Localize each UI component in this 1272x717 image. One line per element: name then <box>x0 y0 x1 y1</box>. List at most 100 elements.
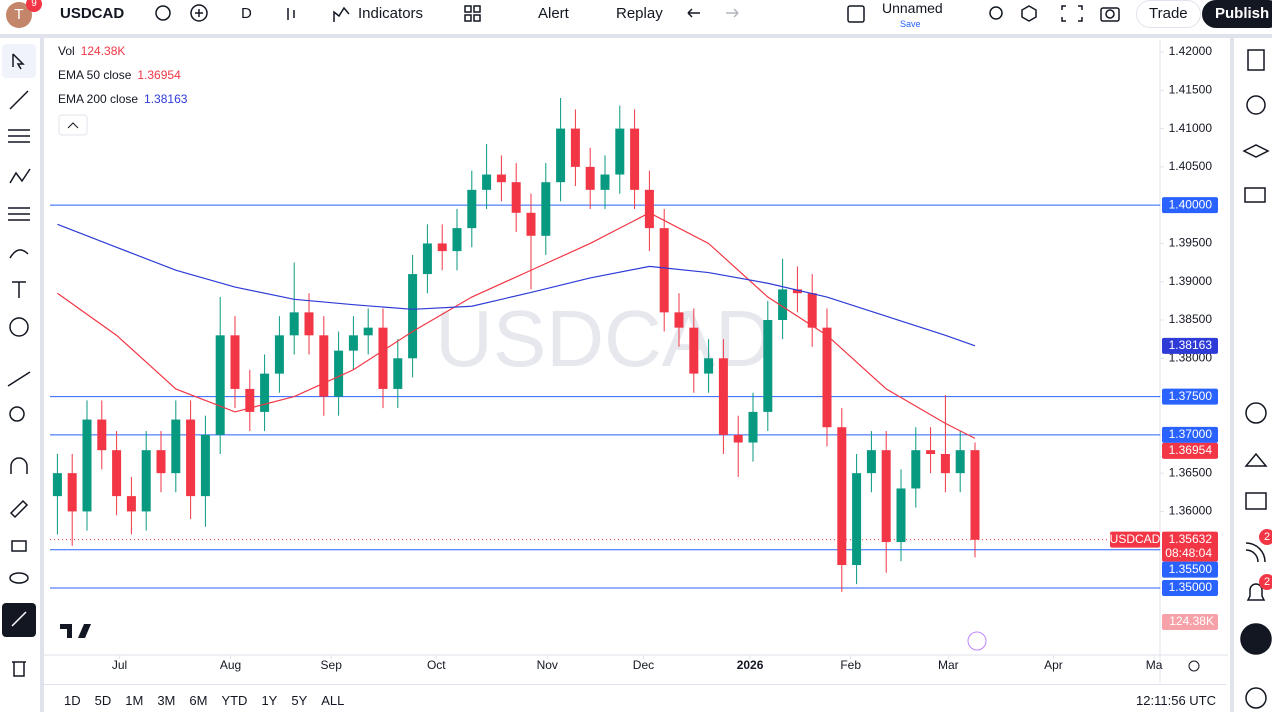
range-button[interactable]: 5Y <box>291 693 308 708</box>
candle-body <box>689 327 699 374</box>
save-button[interactable]: Save <box>900 19 921 29</box>
price-tag <box>1162 531 1218 562</box>
y-tick-label: 1.36000 <box>1169 504 1213 518</box>
emoji-tool[interactable] <box>9 317 29 337</box>
alert-button[interactable]: Alert <box>538 5 569 22</box>
keep-drawing-tool[interactable] <box>9 499 29 519</box>
candle-body <box>82 419 92 512</box>
price-tag-label: 1.35500 <box>1169 562 1213 576</box>
candle-body <box>97 419 107 451</box>
range-button[interactable]: 5D <box>94 693 112 708</box>
symbol-tag-label: USDCAD <box>1110 532 1161 546</box>
help-panel[interactable] <box>1245 687 1267 709</box>
brush-tool[interactable] <box>9 249 29 259</box>
zoom-tool[interactable] <box>9 406 25 422</box>
legend-value: 1.38163 <box>144 92 188 106</box>
trend-line-tool[interactable] <box>9 90 29 110</box>
add-icon[interactable] <box>190 4 208 22</box>
range-button[interactable]: 6M <box>189 693 208 708</box>
forecast-tool[interactable] <box>8 207 30 221</box>
visibility-tool[interactable] <box>9 572 29 584</box>
price-tag-label: 1.37500 <box>1169 389 1213 403</box>
range-button[interactable]: 1D <box>64 693 81 708</box>
legend-value: 1.36954 <box>137 68 181 82</box>
pine-panel[interactable] <box>1244 452 1268 467</box>
delete-tool[interactable] <box>12 661 26 677</box>
x-tick-label: Jul <box>112 658 127 672</box>
replay-button[interactable]: Replay <box>616 5 663 22</box>
candle-body <box>289 312 299 336</box>
x-tick-label: Sep <box>321 658 343 672</box>
ideas-panel[interactable] <box>1245 402 1267 424</box>
price-tag <box>1162 388 1218 405</box>
range-button[interactable]: YTD <box>221 693 248 708</box>
legend-collapse[interactable] <box>58 114 88 136</box>
candle-body <box>200 434 210 497</box>
notifications-panel[interactable] <box>1246 583 1266 601</box>
y-tick-label: 1.36500 <box>1169 465 1213 479</box>
x-tick-label: Ma <box>1146 658 1163 672</box>
range-button[interactable]: 3M <box>157 693 176 708</box>
trade-button[interactable]: Trade <box>1136 0 1201 28</box>
price-tag <box>1162 580 1218 597</box>
layout-checkbox[interactable] <box>847 5 865 23</box>
candle-body <box>940 454 950 474</box>
link-tool[interactable] <box>11 611 27 627</box>
legend-collapse-icon <box>67 122 79 129</box>
indicators-icon[interactable] <box>333 6 350 22</box>
y-tick-label: 1.40500 <box>1169 159 1213 173</box>
watchlist-panel[interactable] <box>1247 49 1265 71</box>
range-button[interactable]: 1Y <box>261 693 278 708</box>
stream-panel[interactable] <box>1245 542 1266 563</box>
chat-panel[interactable] <box>1244 187 1266 203</box>
apps-panel[interactable] <box>1240 623 1272 655</box>
watermark: USDCAD <box>435 294 773 383</box>
range-button[interactable]: ALL <box>321 693 345 708</box>
cursor-tool[interactable] <box>12 53 25 70</box>
undo-icon[interactable] <box>687 8 700 18</box>
candle-body <box>630 128 640 190</box>
candle-body <box>792 289 802 294</box>
price-tag-label: 1.36954 <box>1169 443 1213 457</box>
redo-icon[interactable] <box>726 8 739 18</box>
candle-body <box>156 450 166 474</box>
chart-type-icon[interactable] <box>287 8 295 20</box>
chart: USDCAD 1.35000 1.35500 1.36000 1.36500 1.370… <box>44 40 1228 683</box>
candle-body <box>778 289 788 321</box>
settings-icon[interactable] <box>1188 660 1200 672</box>
fib-tool[interactable] <box>8 129 30 143</box>
legend-value: 124.38K <box>81 44 126 58</box>
flash-icon[interactable] <box>967 631 987 651</box>
notification-badge: 2 <box>1259 574 1272 590</box>
candle-body <box>245 388 255 412</box>
legend-label: Vol <box>58 44 75 58</box>
candle-body <box>896 488 906 543</box>
y-tick-label: 1.38500 <box>1169 312 1213 326</box>
watchlist-icon[interactable] <box>155 5 171 21</box>
range-button[interactable]: 1M <box>125 693 144 708</box>
text-tool[interactable] <box>12 281 26 298</box>
lock-tool[interactable] <box>11 540 27 552</box>
tv-logo-mark <box>60 624 91 638</box>
candle-body <box>556 128 566 183</box>
candle-body <box>615 128 625 175</box>
candle-body <box>718 358 728 435</box>
candle-body <box>363 327 373 336</box>
candle-body <box>230 335 240 389</box>
countdown: 08:48:04 <box>1165 546 1212 560</box>
interval[interactable]: D <box>241 5 252 22</box>
candle-body <box>467 189 477 229</box>
pattern-tool[interactable] <box>9 168 31 184</box>
layout-name[interactable]: Unnamed <box>882 0 943 16</box>
indicators-button[interactable]: Indicators <box>358 5 424 22</box>
ruler-tool[interactable] <box>7 371 31 387</box>
top-toolbar: T 9 USDCAD D Indicators Alert Replay Unn… <box>0 0 1272 38</box>
candle-body <box>526 212 536 236</box>
calendar-panel[interactable] <box>1245 492 1267 510</box>
alerts-panel[interactable] <box>1246 95 1266 115</box>
publish-button[interactable]: Publish <box>1202 0 1272 28</box>
symbol-search[interactable]: USDCAD <box>60 5 125 22</box>
candle-body <box>52 473 62 497</box>
layers-panel[interactable] <box>1242 144 1270 158</box>
magnet-tool[interactable] <box>10 457 28 474</box>
